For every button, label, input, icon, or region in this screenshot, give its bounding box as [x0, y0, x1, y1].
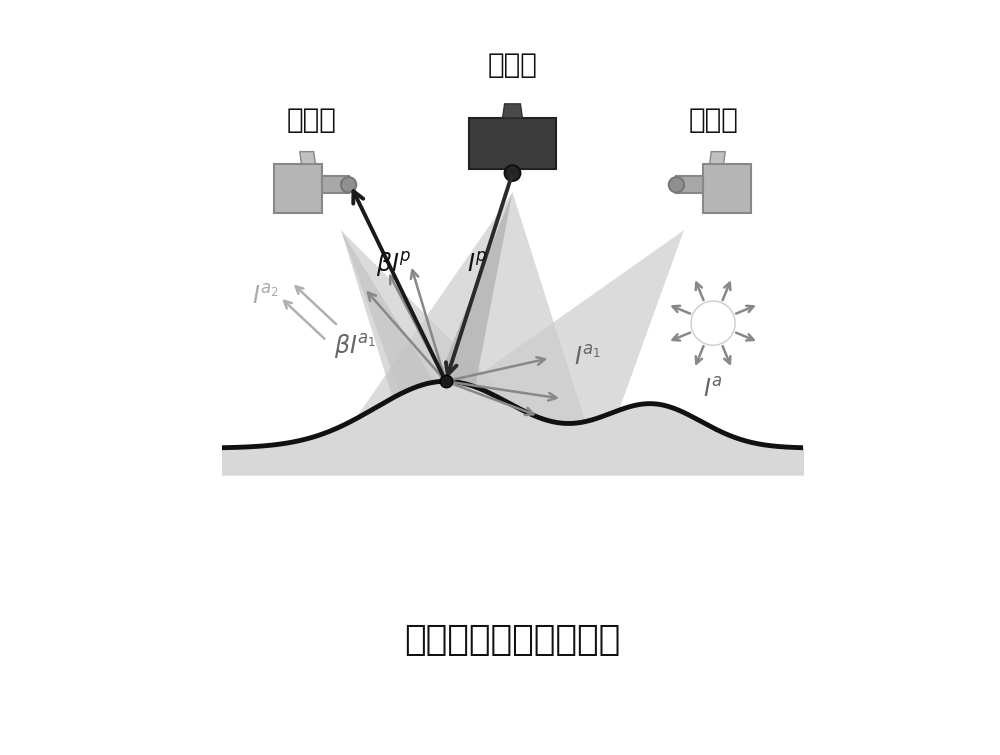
Polygon shape: [503, 104, 522, 118]
Circle shape: [691, 301, 735, 345]
Polygon shape: [322, 176, 349, 193]
Polygon shape: [388, 230, 684, 439]
Text: 右相机: 右相机: [688, 106, 738, 134]
Polygon shape: [341, 193, 512, 439]
Polygon shape: [703, 164, 751, 213]
Text: $\beta I^{a_1}$: $\beta I^{a_1}$: [334, 332, 377, 361]
Text: 左相机: 左相机: [287, 106, 337, 134]
Text: $I^p$: $I^p$: [467, 253, 488, 277]
Text: $I^{a_2}$: $I^{a_2}$: [252, 285, 279, 309]
Polygon shape: [469, 118, 556, 169]
Polygon shape: [676, 176, 703, 193]
Circle shape: [341, 177, 356, 193]
Text: 投影仪: 投影仪: [488, 51, 537, 79]
Circle shape: [505, 165, 520, 181]
Text: $I^a$: $I^a$: [703, 378, 723, 402]
Polygon shape: [300, 152, 315, 164]
Text: $I^{a_1}$: $I^{a_1}$: [574, 346, 602, 370]
Text: $\beta I^p$: $\beta I^p$: [376, 251, 411, 279]
Polygon shape: [274, 164, 322, 213]
Polygon shape: [446, 193, 591, 439]
Polygon shape: [422, 193, 512, 419]
Polygon shape: [710, 152, 725, 164]
Polygon shape: [341, 230, 457, 419]
Text: 具有高反光表面的工件: 具有高反光表面的工件: [404, 623, 621, 657]
Circle shape: [669, 177, 684, 193]
Polygon shape: [341, 230, 550, 439]
